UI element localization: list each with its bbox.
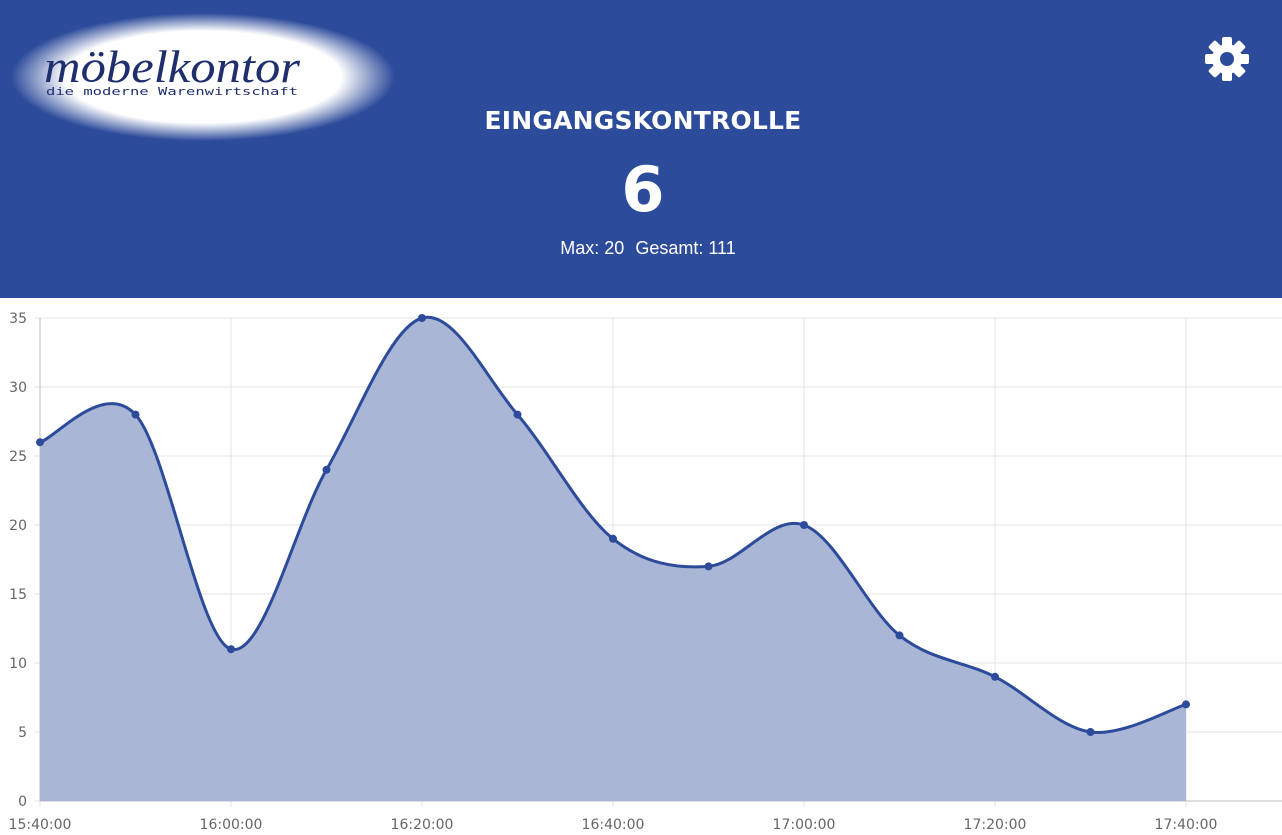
y-tick-label: 25 [9,449,27,465]
x-tick-label: 15:40:00 [9,817,72,833]
brand-logo: möbel kontor die moderne Warenwirtschaft [11,13,395,141]
x-tick-label: 17:00:00 [773,817,836,833]
brand-name-part1: möbel [44,41,168,92]
brand-name-part2: kontor [168,41,301,92]
x-tick-label: 16:00:00 [200,817,263,833]
data-point [609,534,617,543]
stats-line: Max: 20 Gesamt: 111 [0,238,1282,259]
total-label: Gesamt: 111 [635,238,736,258]
gear-icon[interactable] [1204,36,1250,82]
data-point [36,438,44,447]
data-point [418,314,426,322]
x-tick-label: 17:20:00 [964,817,1027,833]
data-point [704,562,713,571]
y-tick-label: 5 [18,725,27,741]
brand-name: möbel kontor [44,41,301,92]
data-point [131,410,140,419]
header-bar: möbel kontor die moderne Warenwirtschaft … [0,0,1282,298]
series-area [40,317,1186,801]
data-point [800,521,808,529]
x-tick-label: 17:40:00 [1155,817,1218,833]
data-point [1086,728,1095,736]
brand-tagline: die moderne Warenwirtschaft [46,85,298,98]
y-tick-label: 20 [9,518,27,534]
y-tick-label: 35 [9,311,27,327]
data-point [1182,700,1190,709]
visitor-chart: 0 5 10 15 20 25 30 35 15:40:00 16:00:00 16:20:00 16… [9,311,1282,833]
data-point [227,645,235,654]
current-count: 6 [621,153,665,226]
data-point [895,631,904,640]
data-point [991,672,999,681]
x-tick-label: 16:20:00 [391,817,454,833]
y-tick-label: 15 [9,587,27,603]
page-title: EINGANGSKONTROLLE [484,106,802,135]
data-point [322,465,331,474]
series-line [39,315,1187,734]
y-tick-label: 0 [18,794,27,810]
x-tick-label: 16:40:00 [582,817,645,833]
max-label: Max: 20 [560,238,625,258]
y-tick-label: 30 [9,380,27,396]
y-tick-label: 10 [9,656,27,672]
data-point [513,410,522,419]
